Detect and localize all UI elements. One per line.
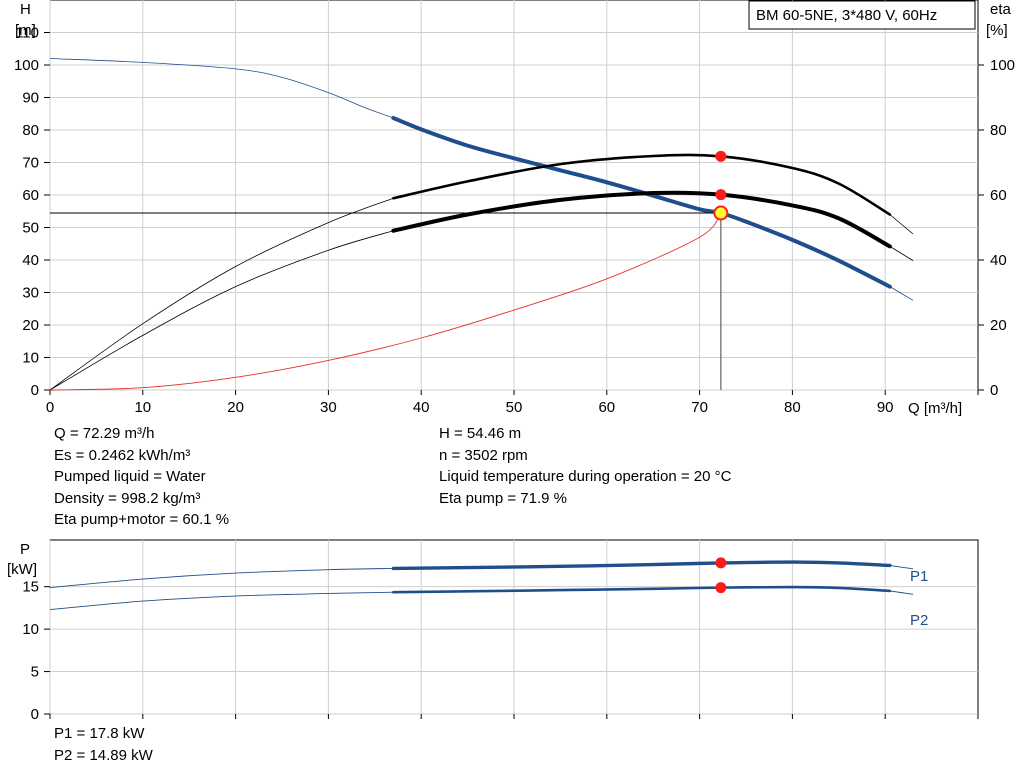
head-line-low	[49, 58, 394, 119]
eta-total-line-low	[49, 230, 394, 391]
x-axis-label: Q [m³/h]	[908, 400, 962, 417]
x-tick-label: 60	[598, 399, 615, 416]
result-p1: P1 = 17.8 kW	[54, 725, 145, 742]
power-duty-marker-P1	[715, 557, 727, 569]
y-axis-label-eta: eta	[990, 1, 1012, 18]
y-tick-label-left: 10	[22, 621, 39, 638]
power-markers	[715, 557, 727, 594]
P2-line-duty	[392, 585, 892, 594]
result-head: H = 54.46 m	[439, 425, 522, 442]
y-axis-label-h: H	[20, 1, 31, 18]
power-axes: 0 5 10 15	[22, 579, 979, 723]
efficiency-duty-marker	[715, 150, 727, 162]
legend-p1: P1	[910, 568, 928, 585]
eta-pump-line-high	[889, 214, 914, 235]
P2-line-high	[889, 590, 914, 595]
result-flow: Q = 72.29 m³/h	[54, 425, 155, 442]
y-tick-label-right: 0	[990, 382, 998, 399]
head-grid	[49, 0, 978, 391]
result-p2: P2 = 14.89 kW	[54, 746, 153, 764]
y-axis-label-p: P	[20, 541, 30, 558]
x-tick-label: 50	[506, 399, 523, 416]
x-tick-label: 80	[784, 399, 801, 416]
result-liquid: Pumped liquid = Water	[54, 468, 206, 485]
x-tick-label: 10	[134, 399, 151, 416]
x-tick-label: 70	[691, 399, 708, 416]
results-left: Q = 72.29 m³/h Es = 0.2462 kWh/m³ Pumped…	[54, 423, 229, 531]
y-tick-label-left: 80	[22, 122, 39, 139]
y-tick-label-left: 20	[22, 317, 39, 334]
y-tick-label-left: 110	[15, 25, 39, 42]
chart-title: BM 60-5NE, 3*480 V, 60Hz	[756, 7, 937, 24]
y-axis-label-h-unit: [m]	[15, 22, 36, 39]
y-axis-label-p-unit: [kW]	[7, 561, 37, 578]
duty-point-marker	[713, 205, 729, 221]
y-tick-label-left: 40	[22, 252, 39, 269]
head-axes: 0 10 20 30 40 50 60 70 80 90 0 10 20 30 40 50 60 70 80 90 10…	[14, 25, 1015, 417]
x-tick-label: 30	[320, 399, 337, 416]
result-speed: n = 3502 rpm	[439, 446, 528, 464]
results-right: H = 54.46 m n = 3502 rpm Liquid temperat…	[439, 423, 731, 509]
y-tick-label-left: 90	[22, 90, 39, 107]
y-tick-label-right: 60	[990, 187, 1007, 204]
result-eta-pump: Eta pump = 71.9 %	[439, 489, 567, 507]
P1-line-low	[49, 567, 394, 588]
power-duty-marker-P2	[715, 582, 727, 594]
system-curve-line	[49, 212, 722, 391]
head-markers	[50, 150, 729, 390]
y-axis-label-eta-unit: [%]	[986, 22, 1008, 39]
y-tick-label-left: 0	[31, 382, 39, 399]
efficiency-duty-marker	[715, 189, 727, 201]
power-results: P1 = 17.8 kW P2 = 14.89 kW	[54, 723, 153, 766]
y-tick-label-right: 80	[990, 122, 1007, 139]
result-energy: Es = 0.2462 kWh/m³	[54, 446, 191, 464]
y-tick-label-right: 100	[990, 57, 1015, 74]
result-temperature: Liquid temperature during operation = 20…	[439, 468, 732, 485]
y-tick-label-left: 5	[31, 664, 39, 681]
x-tick-label: 40	[413, 399, 430, 416]
x-tick-label: 20	[227, 399, 244, 416]
head-line-duty	[391, 115, 892, 289]
y-tick-label-left: 15	[22, 579, 39, 596]
power-series	[49, 560, 914, 611]
y-tick-label-left: 100	[14, 57, 39, 74]
eta-pump-line-low	[49, 197, 394, 391]
head-chart: 0 10 20 30 40 50 60 70 80 90 0 10 20 30 40 50 60 70 80 90 10…	[14, 0, 1015, 417]
eta-pump-line-duty	[392, 153, 892, 216]
y-tick-label-left: 0	[31, 706, 39, 723]
x-tick-label: 90	[877, 399, 894, 416]
legend-p2: P2	[910, 612, 928, 629]
P1-line-duty	[391, 560, 892, 571]
y-tick-label-left: 30	[22, 285, 39, 302]
y-tick-label-left: 70	[22, 155, 39, 172]
y-tick-label-left: 50	[22, 220, 39, 237]
y-tick-label-right: 40	[990, 252, 1007, 269]
x-tick-label: 0	[46, 399, 54, 416]
chart-title-box	[748, 0, 976, 30]
result-density: Density = 998.2 kg/m³	[54, 489, 201, 507]
y-tick-label-left: 60	[22, 187, 39, 204]
P2-line-low	[49, 591, 394, 611]
y-tick-label-left: 10	[22, 350, 39, 367]
result-eta-total: Eta pump+motor = 60.1 %	[54, 511, 230, 528]
y-tick-label-right: 20	[990, 317, 1007, 334]
power-chart: 0 5 10 15 P [kW] P1 P2	[7, 539, 979, 723]
